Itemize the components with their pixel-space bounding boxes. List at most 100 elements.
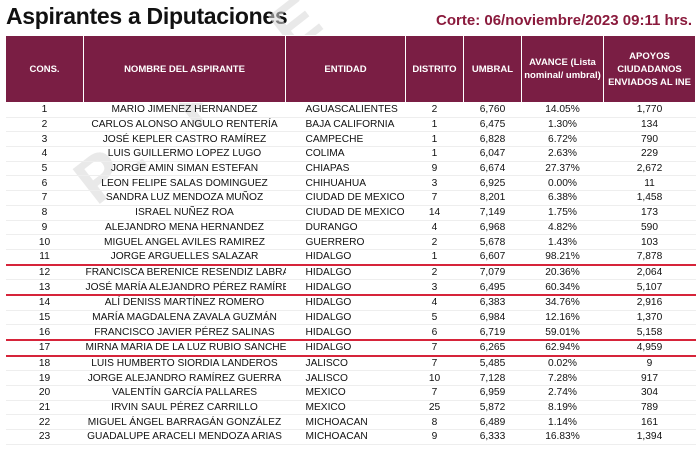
cell-umbral: 6,489 <box>463 414 522 431</box>
cell-entidad: HIDALGO <box>285 279 406 296</box>
cell-distrito: 7 <box>405 355 464 372</box>
cell-umbral: 5,678 <box>463 234 522 250</box>
cell-cons: 17 <box>5 339 84 357</box>
cell-umbral: 6,607 <box>463 249 522 266</box>
cell-cons: 6 <box>5 175 84 192</box>
cell-nombre: CARLOS ALONSO ANGULO RENTERÍA <box>83 117 286 133</box>
cell-cons: 4 <box>5 146 84 162</box>
cell-cons: 13 <box>5 279 84 296</box>
cell-cons: 23 <box>5 429 84 445</box>
cell-nombre: MIGUEL ÁNGEL BARRAGÁN GONZÁLEZ <box>83 414 286 431</box>
cell-nombre: MARIO JIMENEZ HERNANDEZ <box>83 102 286 118</box>
cell-avance: 20.36% <box>521 263 604 281</box>
cell-entidad: CIUDAD DE MEXICO <box>285 190 406 206</box>
cell-apoyos: 1,770 <box>603 102 696 118</box>
cell-entidad: DURANGO <box>285 220 406 236</box>
cell-avance: 1.30% <box>521 117 604 133</box>
table-row: 1 MARIO JIMENEZ HERNANDEZ AGUASCALIENTES 2 6… <box>5 102 696 118</box>
cell-entidad: COLIMA <box>285 146 406 162</box>
cell-apoyos: 2,672 <box>603 161 696 177</box>
cell-entidad: HIDALGO <box>285 263 406 281</box>
cell-apoyos: 134 <box>603 117 696 133</box>
cell-entidad: GUERRERO <box>285 234 406 250</box>
cell-umbral: 6,047 <box>463 146 522 162</box>
cell-apoyos: 103 <box>603 234 696 250</box>
cell-avance: 2.74% <box>521 385 604 401</box>
cell-umbral: 6,828 <box>463 131 522 148</box>
cell-apoyos: 917 <box>603 370 696 387</box>
cell-cons: 22 <box>5 414 84 431</box>
cell-avance: 6.72% <box>521 131 604 148</box>
cell-entidad: HIDALGO <box>285 249 406 266</box>
table-row: 7 SANDRA LUZ MENDOZA MUÑOZ CIUDAD DE MEXIC… <box>5 190 696 206</box>
cell-avance: 14.05% <box>521 102 604 118</box>
table-row: 9 ALEJANDRO MENA HERNANDEZ DURANGO 4 6,968 4.… <box>5 220 696 236</box>
cell-apoyos: 2,916 <box>603 293 696 311</box>
table-row: 21 IRVIN SAUL PÉREZ CARRILLO MEXICO 25 5,872… <box>5 400 696 416</box>
cell-apoyos: 173 <box>603 205 696 221</box>
cell-distrito: 10 <box>405 370 464 387</box>
cell-nombre: JORGE ARGUELLES SALAZAR <box>83 249 286 266</box>
table-body: 1 MARIO JIMENEZ HERNANDEZ AGUASCALIENTES 2 6… <box>5 102 696 445</box>
cell-umbral: 6,265 <box>463 339 522 357</box>
cell-nombre: MIRNA MARIA DE LA LUZ RUBIO SANCHEZ <box>83 339 286 357</box>
cell-apoyos: 5,107 <box>603 279 696 296</box>
cell-entidad: JALISCO <box>285 355 406 372</box>
cell-umbral: 8,201 <box>463 190 522 206</box>
table-row: 13 JOSÉ MARÍA ALEJANDRO PÉREZ RAMÍREZ HIDA… <box>5 279 696 296</box>
cell-entidad: HIDALGO <box>285 310 406 326</box>
table-header-row: CONS. NOMBRE DEL ASPIRANTE ENTIDAD DISTR… <box>5 35 696 103</box>
cell-nombre: SANDRA LUZ MENDOZA MUÑOZ <box>83 190 286 206</box>
table-row: 11 JORGE ARGUELLES SALAZAR HIDALGO 1 6,607 98… <box>5 249 696 266</box>
cell-apoyos: 2,064 <box>603 263 696 281</box>
table-row: 5 JORGE AMIN SIMAN ESTEFAN CHIAPAS 9 6,674 27… <box>5 161 696 177</box>
cell-nombre: IRVIN SAUL PÉREZ CARRILLO <box>83 400 286 416</box>
cell-umbral: 5,485 <box>463 355 522 372</box>
cell-distrito: 1 <box>405 249 464 266</box>
cell-distrito: 1 <box>405 146 464 162</box>
cell-avance: 1.75% <box>521 205 604 221</box>
cell-entidad: HIDALGO <box>285 324 406 341</box>
cell-apoyos: 790 <box>603 131 696 148</box>
cell-avance: 12.16% <box>521 310 604 326</box>
cell-cons: 15 <box>5 310 84 326</box>
table-row: 18 LUIS HUMBERTO SIORDIA LANDEROS JALISCO 7… <box>5 355 696 372</box>
cell-distrito: 2 <box>405 234 464 250</box>
cell-apoyos: 5,158 <box>603 324 696 341</box>
cell-avance: 1.14% <box>521 414 604 431</box>
table-row: 6 LEON FELIPE SALAS DOMINGUEZ CHIHUAHUA 3 6,… <box>5 175 696 192</box>
aspirants-table: CONS. NOMBRE DEL ASPIRANTE ENTIDAD DISTR… <box>5 35 696 445</box>
cutoff-timestamp: Corte: 06/noviembre/2023 09:11 hrs. <box>436 12 692 29</box>
cell-umbral: 6,383 <box>463 293 522 311</box>
cell-avance: 59.01% <box>521 324 604 341</box>
cell-avance: 62.94% <box>521 339 604 357</box>
cell-umbral: 5,872 <box>463 400 522 416</box>
cell-cons: 1 <box>5 102 84 118</box>
cell-nombre: ALEJANDRO MENA HERNANDEZ <box>83 220 286 236</box>
cell-cons: 2 <box>5 117 84 133</box>
cell-entidad: MEXICO <box>285 385 406 401</box>
cell-entidad: CAMPECHE <box>285 131 406 148</box>
table-row: 23 GUADALUPE ARACELI MENDOZA ARIAS MICHOAC… <box>5 429 696 445</box>
table-row: 16 FRANCISCO JAVIER PÉREZ SALINAS HIDALGO 6… <box>5 324 696 341</box>
cell-cons: 21 <box>5 400 84 416</box>
cell-nombre: JORGE ALEJANDRO RAMÍREZ GUERRA <box>83 370 286 387</box>
cell-entidad: AGUASCALIENTES <box>285 102 406 118</box>
cell-entidad: CHIHUAHUA <box>285 175 406 192</box>
cell-nombre: VALENTÍN GARCÍA PALLARES <box>83 385 286 401</box>
table-row: 8 ISRAEL NUÑEZ ROA CIUDAD DE MEXICO 14 7,149… <box>5 205 696 221</box>
cell-cons: 11 <box>5 249 84 266</box>
cell-cons: 7 <box>5 190 84 206</box>
cell-entidad: CIUDAD DE MEXICO <box>285 205 406 221</box>
cell-apoyos: 304 <box>603 385 696 401</box>
cell-distrito: 14 <box>405 205 464 221</box>
column-header-cons: CONS. <box>5 35 84 103</box>
cell-nombre: ISRAEL NUÑEZ ROA <box>83 205 286 221</box>
table-row: 19 JORGE ALEJANDRO RAMÍREZ GUERRA JALISCO 1… <box>5 370 696 387</box>
cell-distrito: 7 <box>405 190 464 206</box>
cell-umbral: 7,128 <box>463 370 522 387</box>
column-header-distrito: DISTRITO <box>405 35 464 103</box>
cell-distrito: 9 <box>405 161 464 177</box>
cell-distrito: 4 <box>405 293 464 311</box>
cell-distrito: 1 <box>405 117 464 133</box>
